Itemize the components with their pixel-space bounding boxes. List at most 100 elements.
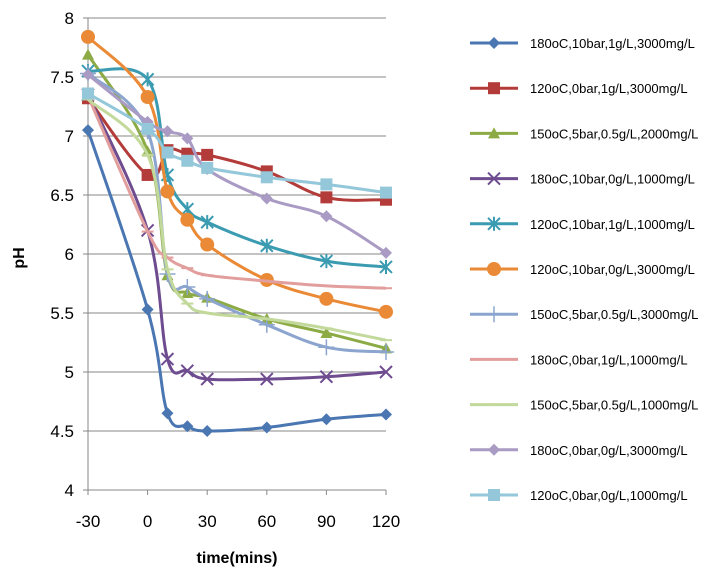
data-point bbox=[160, 352, 175, 366]
data-point bbox=[320, 413, 333, 426]
legend-item-1: 180oC,10bar,1g/L,3000mg/L bbox=[470, 36, 695, 51]
legend-label: 150oC,5bar,0.5g/L,3000mg/L bbox=[530, 307, 698, 322]
legend: 180oC,10bar,1g/L,3000mg/L 120oC,0bar,1g/L… bbox=[470, 36, 698, 503]
data-point bbox=[320, 178, 333, 191]
data-point bbox=[260, 192, 273, 205]
data-point bbox=[180, 364, 195, 378]
legend-item-11: 120oC,0bar,0g/L,1000mg/L bbox=[470, 488, 688, 503]
y-tick-label: 6.5 bbox=[50, 186, 74, 205]
data-point bbox=[181, 132, 194, 145]
x-tick-label: 30 bbox=[198, 512, 217, 531]
legend-swatch-marker bbox=[487, 262, 501, 276]
data-point bbox=[260, 372, 274, 386]
x-tick-label: -30 bbox=[76, 512, 101, 531]
data-point bbox=[181, 420, 194, 433]
data-point bbox=[200, 372, 214, 386]
data-point bbox=[320, 327, 333, 339]
data-point bbox=[161, 146, 174, 159]
legend-item-7: 150oC,5bar,0.5g/L,3000mg/L bbox=[470, 306, 698, 322]
series-6 bbox=[81, 29, 393, 319]
data-point bbox=[379, 365, 393, 379]
legend-swatch-marker bbox=[488, 37, 500, 49]
data-point bbox=[201, 425, 214, 437]
data-point bbox=[260, 238, 274, 253]
series-line bbox=[86, 129, 387, 433]
y-tick-label: 8 bbox=[65, 9, 74, 28]
y-tick-label: 7.5 bbox=[50, 68, 74, 87]
data-point bbox=[200, 237, 215, 252]
y-axis-title: pH bbox=[11, 247, 28, 268]
data-point bbox=[318, 339, 335, 356]
legend-swatch-marker bbox=[487, 171, 501, 186]
legend-label: 120oC,0bar,1g/L,3000mg/L bbox=[530, 81, 688, 96]
data-point bbox=[161, 407, 174, 420]
series-9 bbox=[82, 98, 392, 342]
y-tick-label: 6 bbox=[65, 245, 74, 264]
data-point bbox=[81, 29, 95, 44]
series-11 bbox=[82, 87, 392, 199]
data-point bbox=[181, 154, 194, 167]
legend-item-5: 120oC,10bar,1g/L,1000mg/L bbox=[470, 216, 695, 232]
series-layer bbox=[80, 29, 394, 437]
x-tick-label: 0 bbox=[143, 512, 152, 531]
legend-item-2: 120oC,0bar,1g/L,3000mg/L bbox=[470, 81, 688, 96]
data-point bbox=[82, 68, 94, 81]
data-point bbox=[141, 303, 154, 316]
data-point bbox=[379, 259, 393, 274]
data-point bbox=[319, 370, 334, 384]
data-point bbox=[260, 421, 273, 434]
series-1 bbox=[82, 124, 392, 437]
legend-item-9: 150oC,5bar,0.5g/L,1000mg/L bbox=[470, 398, 698, 413]
data-point bbox=[82, 48, 94, 60]
y-tick-label: 7 bbox=[65, 127, 74, 146]
legend-label: 180oC,10bar,0g/L,1000mg/L bbox=[530, 172, 695, 187]
data-point bbox=[161, 125, 174, 138]
y-tick-label: 5 bbox=[65, 363, 74, 382]
data-point bbox=[141, 122, 154, 135]
data-point bbox=[140, 90, 155, 105]
tick-labels: 4 4.5 5 5.5 6 6.5 7 7.5 8 -30 0 30 60 90 120 bbox=[50, 9, 400, 531]
legend-item-6: 120oC,10bar,0g/L,3000mg/L bbox=[470, 262, 695, 277]
y-tick-label: 5.5 bbox=[50, 304, 74, 323]
series-8 bbox=[82, 94, 392, 290]
legend-label: 180oC,10bar,1g/L,3000mg/L bbox=[530, 36, 695, 51]
legend-item-3: 150oC,5bar,0.5g/L,2000mg/L bbox=[470, 126, 698, 141]
data-point bbox=[201, 161, 214, 174]
data-point bbox=[160, 184, 175, 199]
data-point bbox=[179, 279, 196, 296]
data-point bbox=[320, 210, 333, 223]
x-tick-label: 90 bbox=[317, 512, 336, 531]
x-tick-label: 120 bbox=[372, 512, 400, 531]
series-line bbox=[86, 95, 387, 290]
data-point bbox=[200, 215, 214, 230]
legend-swatch-marker bbox=[487, 216, 501, 231]
legend-item-8: 180oC,0bar,1g/L,1000mg/L bbox=[470, 352, 688, 367]
y-tick-label: 4.5 bbox=[50, 422, 74, 441]
data-point bbox=[378, 343, 394, 360]
data-point bbox=[380, 246, 392, 259]
data-point bbox=[199, 290, 216, 307]
data-point bbox=[380, 408, 392, 421]
legend-item-4: 180oC,10bar,0g/L,1000mg/L bbox=[470, 172, 695, 187]
legend-swatch-marker bbox=[488, 127, 500, 139]
legend-label: 180oC,0bar,1g/L,1000mg/L bbox=[530, 352, 688, 367]
x-axis-title: time(mins) bbox=[197, 550, 278, 567]
data-point bbox=[260, 171, 273, 184]
data-point bbox=[319, 291, 334, 306]
data-point bbox=[180, 212, 195, 227]
series-4 bbox=[81, 87, 393, 386]
legend-swatch-marker bbox=[488, 82, 500, 95]
axes bbox=[83, 17, 387, 495]
x-tick-label: 60 bbox=[257, 512, 276, 531]
legend-label: 150oC,5bar,0.5g/L,1000mg/L bbox=[530, 398, 698, 413]
legend-item-10: 180oC,0bar,0g/L,3000mg/L bbox=[470, 443, 688, 458]
data-point bbox=[82, 87, 94, 100]
legend-label: 150oC,5bar,0.5g/L,2000mg/L bbox=[530, 126, 698, 141]
data-point bbox=[82, 124, 94, 137]
data-point bbox=[201, 148, 214, 161]
data-point bbox=[320, 191, 333, 204]
data-point bbox=[141, 168, 154, 181]
legend-label: 180oC,0bar,0g/L,3000mg/L bbox=[530, 443, 688, 458]
data-point bbox=[380, 186, 392, 199]
